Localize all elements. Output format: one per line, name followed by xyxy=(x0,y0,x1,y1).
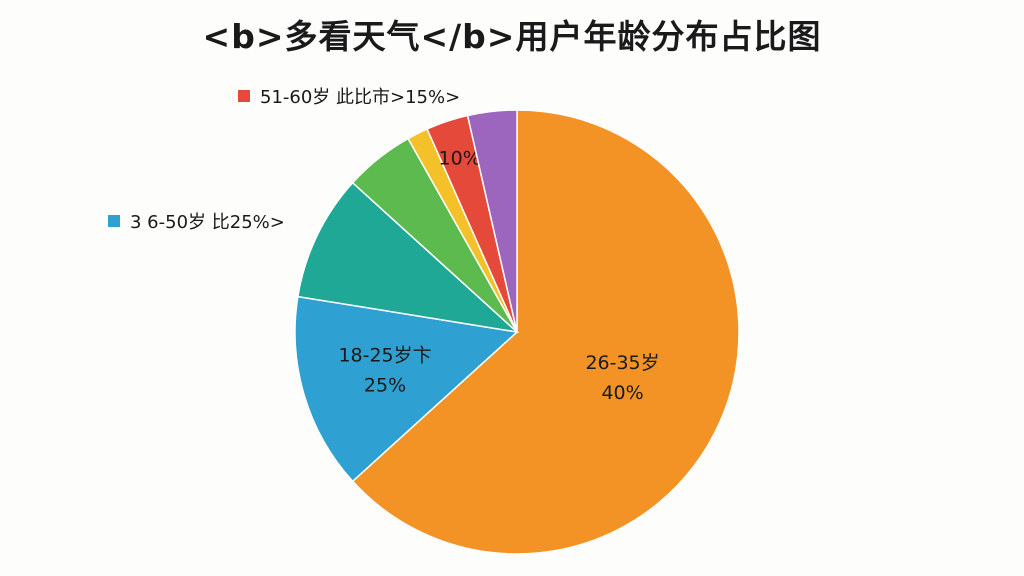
legend-item: 51-60岁 此比市>15%> xyxy=(238,83,460,109)
pie-slice xyxy=(351,109,740,555)
slice-label: 40% xyxy=(601,382,643,404)
legend-label: 51-60岁 此比市>15%> xyxy=(260,87,461,108)
legend-label: 3 6-50岁 比25%> xyxy=(130,212,285,233)
legend-swatch-blue xyxy=(108,215,120,227)
chart-title: <b>多看天气</b>用户年龄分布占比图 xyxy=(202,17,822,56)
pie-slice xyxy=(296,181,520,334)
slice-label: 10% xyxy=(439,148,481,170)
slice-label: 18-25岁卞 xyxy=(338,345,431,367)
pie-slice xyxy=(466,109,518,333)
slice-label: 26-35岁 xyxy=(585,352,659,374)
legend-item: 3 6-50岁 比25%> xyxy=(108,208,285,234)
pie-slice xyxy=(294,295,519,483)
slice-label: 25% xyxy=(364,375,406,397)
legend-swatch-red xyxy=(238,90,250,102)
